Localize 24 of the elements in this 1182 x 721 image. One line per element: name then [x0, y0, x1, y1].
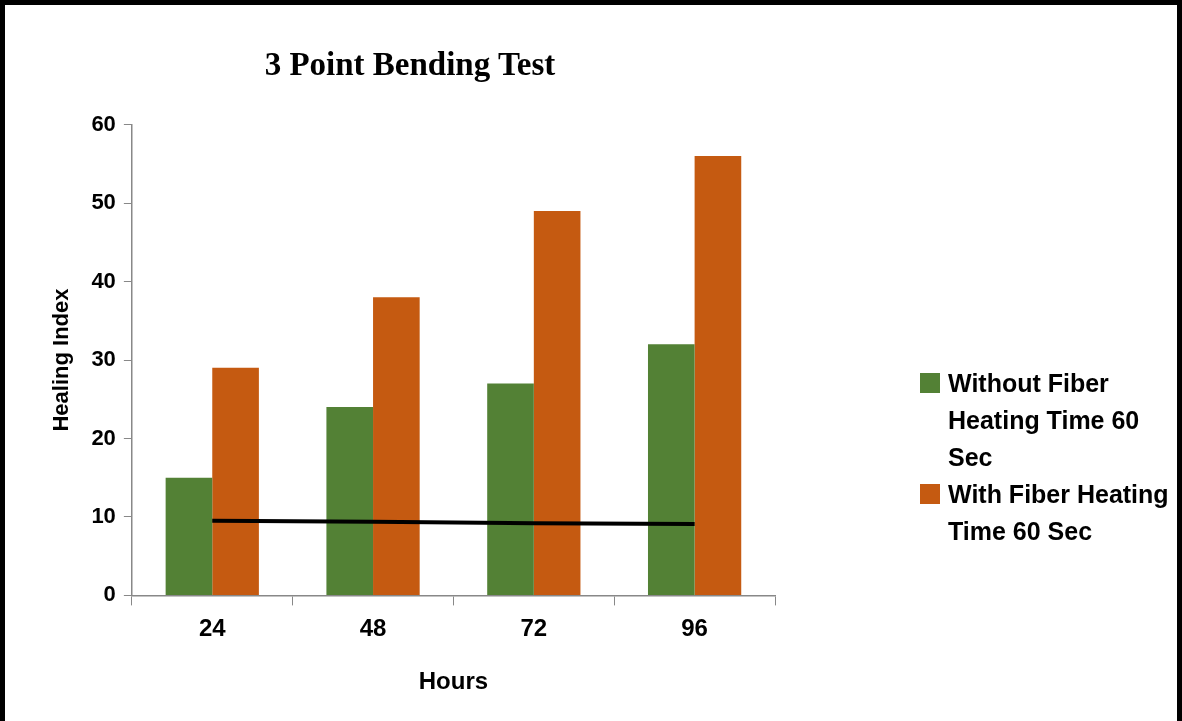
- x-tick-label: 24: [198, 614, 227, 642]
- bar: [373, 297, 420, 595]
- y-tick-label: 40: [91, 267, 116, 293]
- chart-title: 3 Point Bending Test: [264, 46, 556, 83]
- bar: [694, 155, 742, 595]
- legend-label: Without Fiber Heating Time 60 Sec: [948, 368, 1141, 473]
- x-tick-label: 48: [359, 614, 387, 642]
- bar: [647, 344, 695, 595]
- bar: [165, 477, 213, 595]
- bar: [533, 210, 581, 595]
- y-axis-title: Healing Index: [48, 287, 74, 432]
- x-axis-title: Hours: [418, 667, 489, 695]
- bar: [326, 407, 374, 595]
- y-tick-label: 0: [103, 581, 116, 607]
- y-tick-label: 20: [91, 424, 116, 450]
- legend-label: With Fiber Heating Time 60 Sec: [948, 479, 1170, 547]
- bar: [212, 367, 259, 595]
- bar: [487, 383, 534, 595]
- x-tick-label: 72: [520, 614, 548, 642]
- y-tick-label: 60: [91, 110, 116, 136]
- x-tick-label: 96: [681, 614, 708, 642]
- y-tick-label: 50: [91, 189, 116, 215]
- y-tick-label: 10: [91, 503, 116, 528]
- y-tick-label: 30: [91, 346, 116, 372]
